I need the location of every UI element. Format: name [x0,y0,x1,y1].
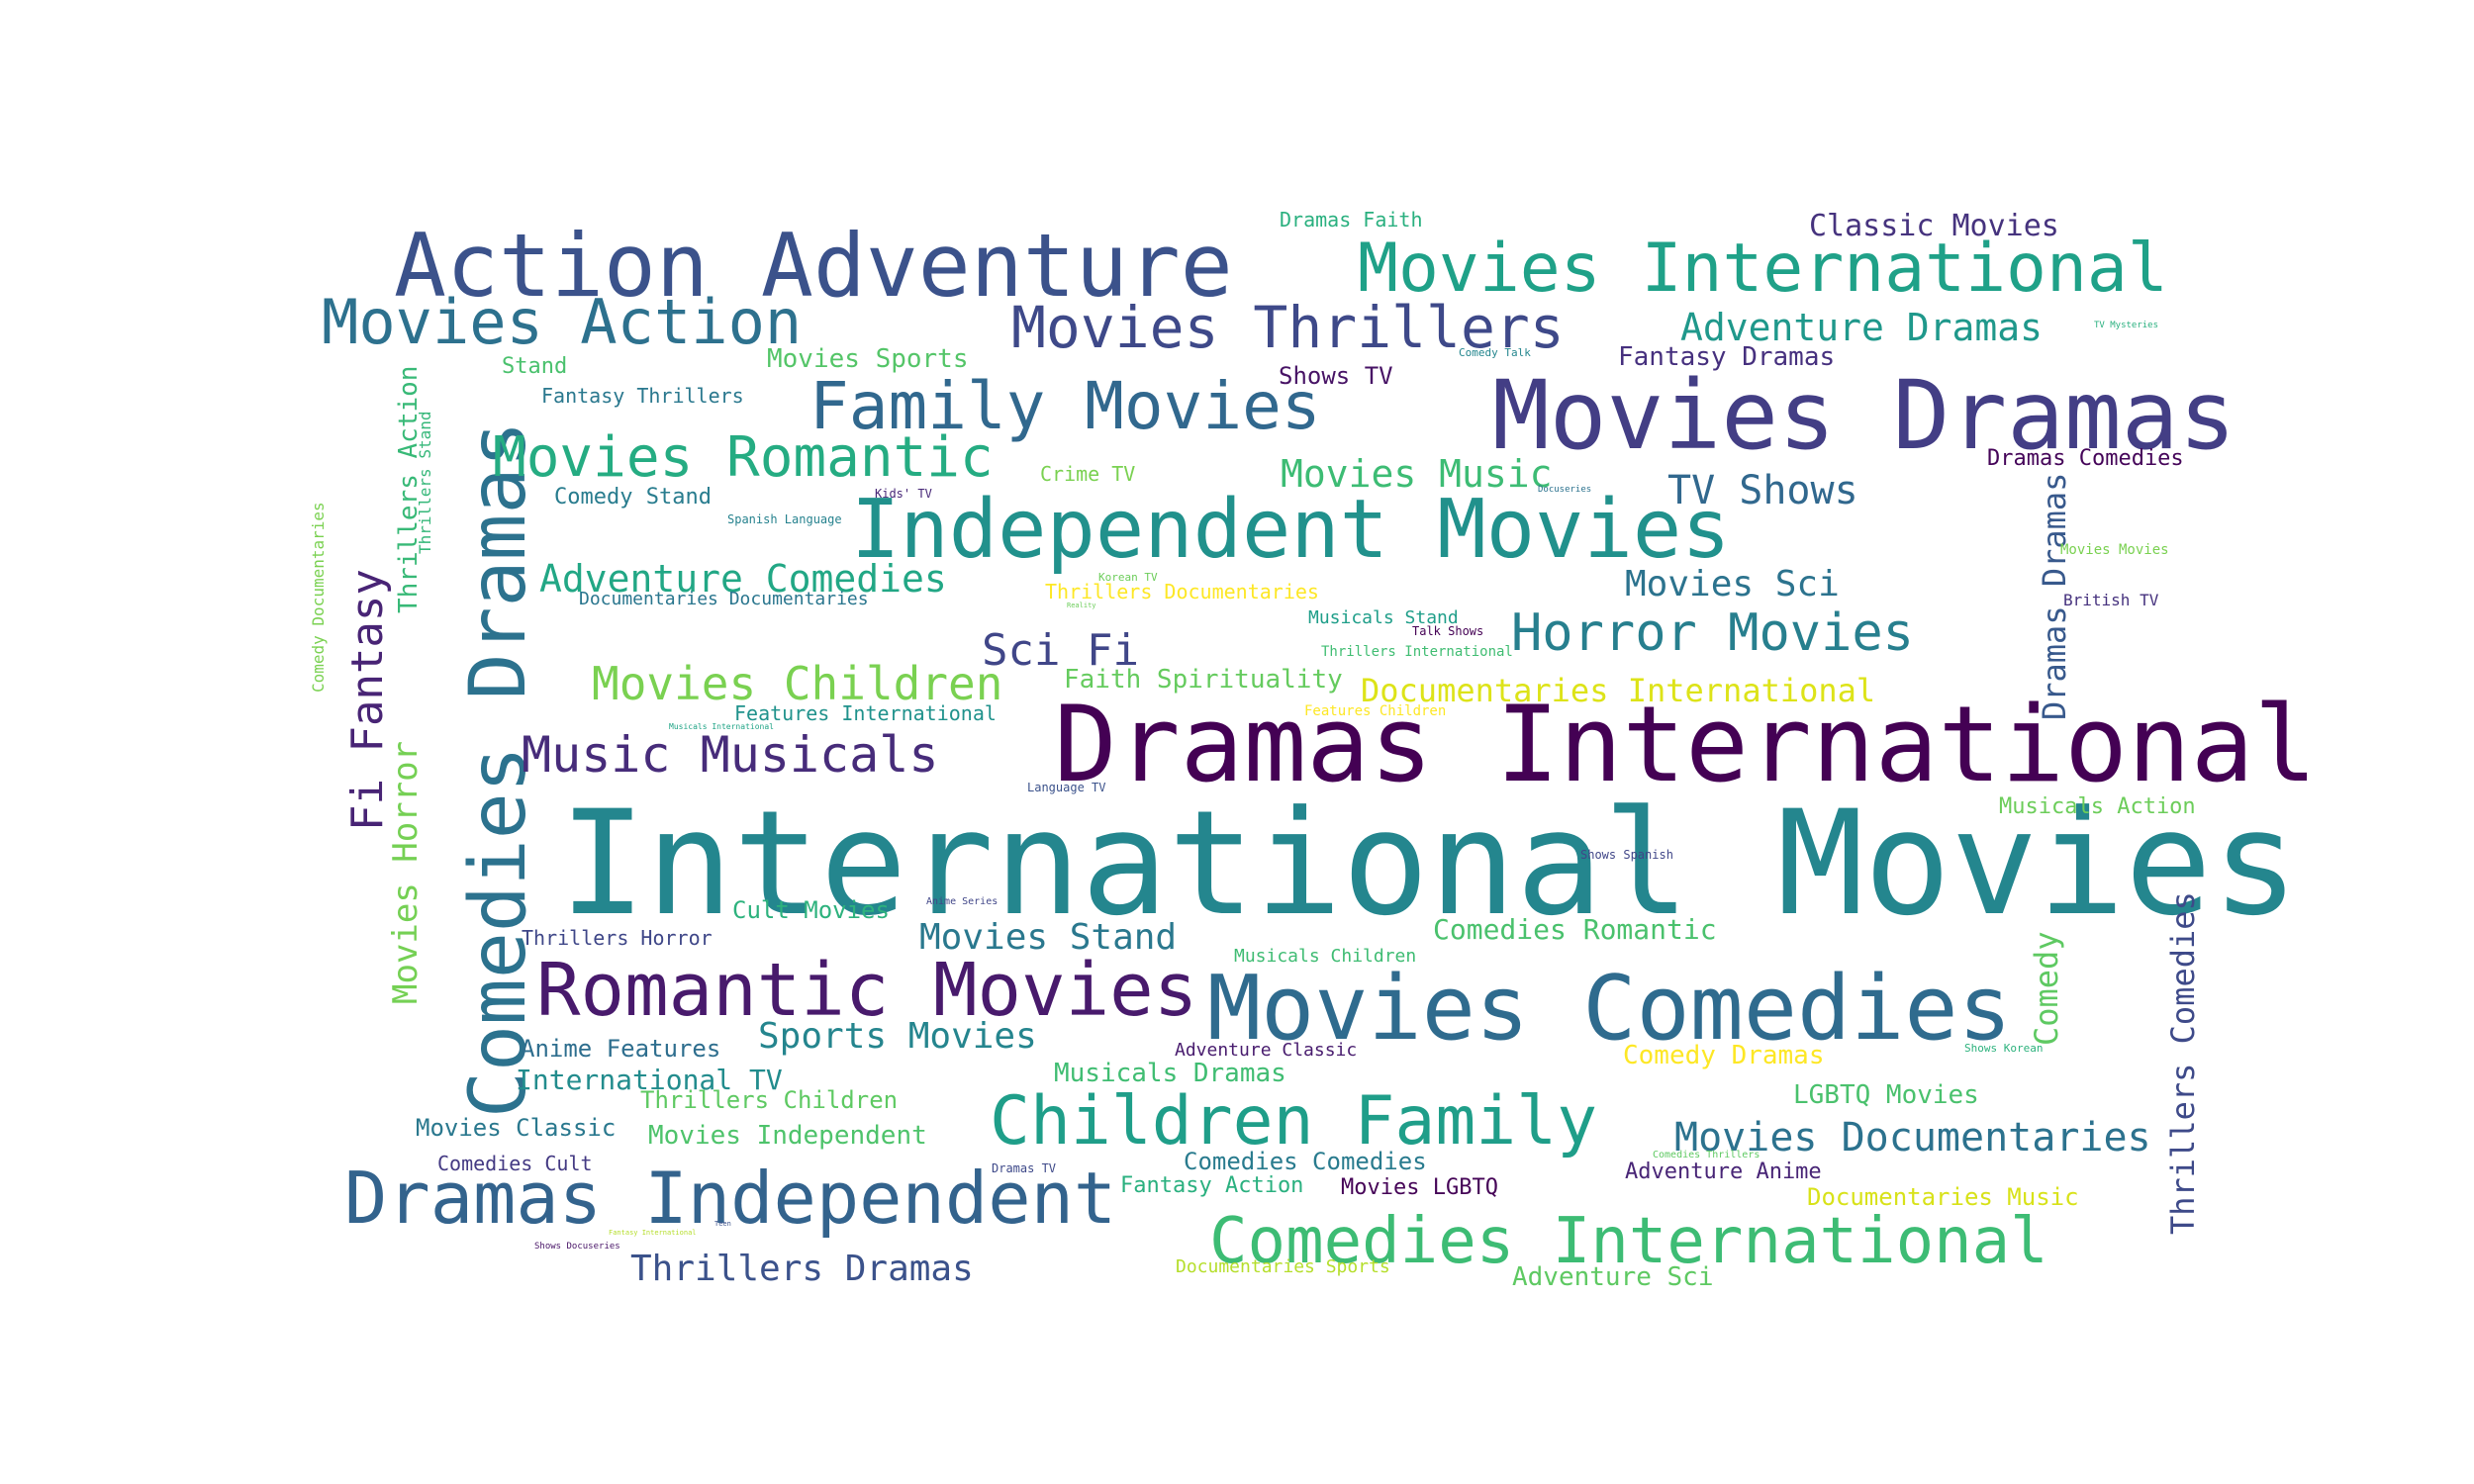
cloud-word: Sci Fi [982,625,1139,676]
cloud-word: Thrillers Comedies [2164,891,2202,1235]
cloud-word: Musicals Action [1999,794,2196,819]
cloud-word: Musicals International [669,722,774,731]
cloud-word: Stand [502,354,568,379]
cloud-word: Shows Korean [1964,1042,2044,1055]
cloud-word: Adventure Anime [1625,1159,1822,1184]
cloud-word: International TV [516,1064,783,1096]
cloud-word: Dramas Faith [1280,208,1423,232]
cloud-word: Movies Classic [416,1114,617,1142]
cloud-word: Comedies Thrillers [1653,1150,1760,1160]
cloud-word: Children Family [990,1082,1598,1160]
cloud-word: Thrillers International [1321,644,1513,660]
cloud-word: Movies Music [1281,452,1553,496]
cloud-word: Spanish Language [727,512,842,526]
cloud-word: Thrillers Horror [522,926,713,950]
cloud-word: Adventure Classic [1175,1040,1358,1061]
cloud-word: Movies Romantic [493,425,994,490]
cloud-word: Independent Movies [851,483,1731,577]
cloud-word: Fantasy Thrillers [541,384,744,408]
cloud-word: Anime Series [926,896,999,907]
cloud-word: LGBTQ Movies [1793,1080,1979,1110]
cloud-word: Shows Docuseries [534,1242,620,1252]
cloud-word: Movies Horror [386,740,426,1004]
cloud-word: British TV [2063,591,2159,609]
cloud-word: Horror Movies [1511,603,1914,663]
cloud-word: Family Movies [809,368,1321,444]
cloud-word: Fantasy Dramas [1618,342,1836,372]
cloud-word: Movies Action [322,286,803,358]
cloud-word: Romantic Movies [536,948,1198,1033]
cloud-word: Thrillers Stand [416,411,434,555]
cloud-word: Documentaries Music [1807,1183,2079,1211]
cloud-word: Comedy [2028,931,2065,1046]
cloud-word: Reality [1067,602,1096,609]
cloud-word: Comedy Talk [1459,346,1531,359]
cloud-word: Thrillers Dramas [630,1249,974,1289]
cloud-word: Movies Independent [648,1121,927,1151]
cloud-word: Music Musicals [522,726,939,784]
cloud-word: Movies Dramas [1492,360,2236,471]
cloud-word: Movies International [1358,230,2168,308]
cloud-word: Adventure Sci [1512,1262,1714,1292]
cloud-word: Comedies Romantic [1433,913,1717,946]
cloud-word: Movies Documentaries [1674,1115,2151,1160]
cloud-word: Classic Movies [1809,209,2059,243]
cloud-word: Comedies Comedies [1184,1148,1427,1175]
cloud-word: Fi Fantasy [342,569,393,831]
cloud-word: Musicals Children [1234,946,1417,967]
cloud-word: Adventure Dramas [1680,306,2044,349]
cloud-word: Movies Children [592,657,1003,710]
cloud-word: Shows TV [1279,362,1393,390]
cloud-word: Dramas International [1054,684,2318,805]
cloud-word: Fantasy International [609,1229,697,1237]
cloud-word: Movies Stand [919,917,1178,958]
cloud-word: Musicals Dramas [1054,1059,1286,1088]
cloud-word: Movies Sports [767,344,969,374]
cloud-word: International Movies [559,780,2299,948]
cloud-word: Adventure Comedies [539,557,947,601]
cloud-word: Movies Thrillers [1011,294,1565,361]
cloud-word: Movies Sci [1625,564,1840,604]
cloud-word: Docuseries [1538,485,1592,495]
cloud-word: TV Mysteries [2094,321,2159,330]
cloud-word: Features International [734,701,997,725]
cloud-word: Faith Spirituality [1064,665,1343,695]
cloud-word: Cult Movies [732,896,890,924]
cloud-word: Talk Shows [1412,624,1484,638]
cloud-word: Movies LGBTQ [1341,1175,1498,1200]
cloud-word: Dramas Independent [344,1157,1117,1240]
cloud-word: Comedies Cult [437,1152,593,1175]
cloud-word: Comedy Documentaries [309,502,328,693]
cloud-word: Dramas TV [992,1161,1057,1175]
cloud-word: Action Adventure [394,215,1233,317]
cloud-word: Anime Features [521,1035,721,1063]
cloud-word: Documentaries Documentaries [579,589,869,609]
cloud-word: Fantasy Action [1120,1173,1304,1198]
cloud-word: TV Shows [1667,468,1858,513]
cloud-word: Shows Spanish [1580,848,1673,862]
cloud-word: Movies Movies [2060,542,2169,558]
cloud-word: Language TV [1027,781,1106,794]
cloud-word: Dramas Comedies [1987,446,2184,471]
cloud-word: Documentaries International [1361,672,1876,709]
cloud-word: Comedy Dramas [1623,1041,1825,1070]
cloud-word: Musicals Stand [1308,607,1459,628]
cloud-word: Movies Comedies [1207,957,2012,1061]
cloud-word: Features Children [1304,703,1447,719]
cloud-word: Thrillers Documentaries [1045,580,1319,603]
cloud-word: Documentaries Sports [1176,1256,1390,1277]
cloud-word: Crime TV [1040,462,1136,486]
cloud-word: Comedies International [1209,1205,2048,1278]
cloud-word: Sports Movies [758,1016,1037,1057]
cloud-word: Comedy Stand [554,485,712,510]
cloud-word: Korean TV [1098,571,1158,584]
cloud-word: Thrillers Children [640,1086,899,1114]
cloud-word: Kids' TV [875,487,932,501]
cloud-word: Teen [714,1220,731,1228]
